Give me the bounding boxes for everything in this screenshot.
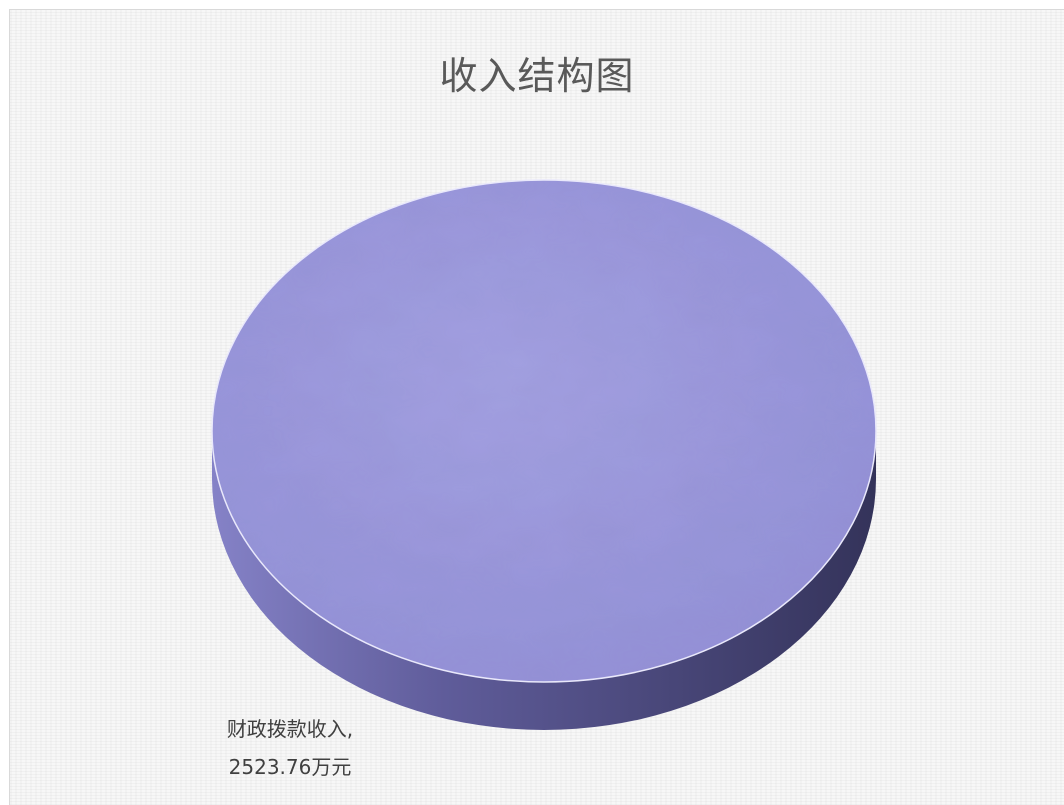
pie-slice-side (212, 431, 876, 730)
slice-label-category: 财政拨款收入, (226, 717, 354, 741)
chart-title: 收入结构图 (439, 54, 635, 98)
pie-chart (211, 179, 877, 730)
chart-area: 收入结构图 (9, 9, 1064, 805)
slice-data-label: 财政拨款收入, 2523.76万元 (190, 710, 390, 786)
slice-label-value: 2523.76万元 (228, 755, 352, 779)
pie-slice-finance-appropriation[interactable] (212, 180, 876, 682)
pie-top-rim (211, 179, 877, 683)
